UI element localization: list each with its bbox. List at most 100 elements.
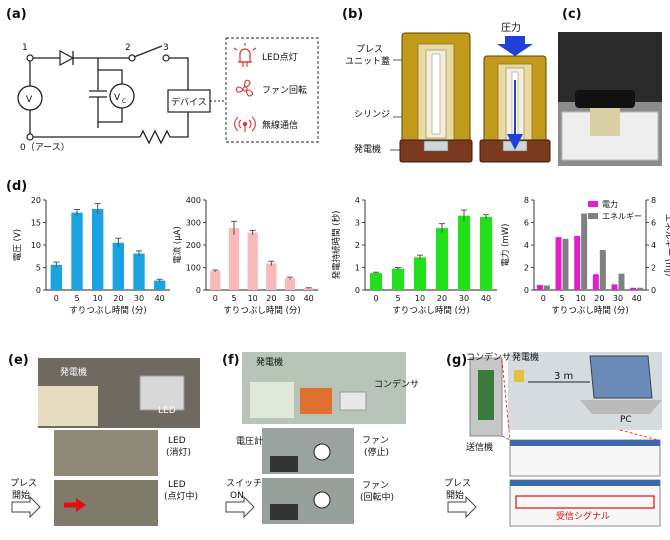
g-pc-label: PC xyxy=(620,415,632,425)
pressure-label: 圧力 xyxy=(501,21,521,34)
panel-label-d: (d) xyxy=(6,179,27,194)
diode-icon xyxy=(59,49,75,67)
terminal-2 xyxy=(128,54,136,62)
y-right-tick-label: 6 xyxy=(651,219,656,228)
bar-1 xyxy=(599,250,606,290)
photo-g-pc-screen xyxy=(589,355,653,399)
bar xyxy=(153,280,166,290)
x-tick-label: 30 xyxy=(285,294,295,303)
node-2-label: 2 xyxy=(125,43,131,53)
y-tick-label: 6 xyxy=(524,219,529,228)
bar-1 xyxy=(637,287,644,290)
y-tick-label: 0 xyxy=(355,286,360,295)
photo-f-capacitor xyxy=(339,391,367,411)
legend-swatch xyxy=(588,213,598,219)
voltmeter-v-label: V xyxy=(26,95,33,105)
f-fan-stop-1: ファン xyxy=(362,436,389,446)
e-led-on-2: (点灯中) xyxy=(164,490,198,502)
photo-g-generator xyxy=(514,370,524,382)
x-axis-label: すりつぶし時間 (分) xyxy=(223,306,300,316)
generator-label: 発電機 xyxy=(354,143,381,155)
y-tick-label: 0 xyxy=(524,286,529,295)
g-press-2: 開始 xyxy=(446,489,464,501)
y-tick-label: 20 xyxy=(31,196,41,205)
g-capacitor-label: コンデンサ xyxy=(466,351,511,363)
y-tick-label: 4 xyxy=(524,241,529,250)
bar-1 xyxy=(543,285,550,290)
f-switch-2: ON xyxy=(230,491,244,501)
x-tick-label: 40 xyxy=(481,294,491,303)
bar xyxy=(71,212,83,290)
photo-c-unit xyxy=(590,108,620,136)
y-axis-label: 電圧 (V) xyxy=(13,229,23,261)
g-start-arrow-icon xyxy=(447,495,477,519)
fan-icon xyxy=(235,79,254,97)
g-press-1: プレス xyxy=(444,478,471,489)
x-tick-label: 30 xyxy=(459,294,469,303)
panel-e: (e) 発電機 LED LED (消灯) LED (点灯中) プレス 開始 xyxy=(8,353,200,526)
legend-label: エネルギー xyxy=(602,212,642,221)
output-fan-label: ファン回転 xyxy=(262,85,307,96)
error-bar xyxy=(461,209,467,222)
panel-label-c: (c) xyxy=(562,7,582,22)
resistor-icon xyxy=(139,129,171,145)
y-tick-label: 0 xyxy=(36,286,41,295)
photo-e-generator xyxy=(38,386,98,426)
g-screen-2 xyxy=(509,479,661,527)
photo-c-shoe xyxy=(575,90,635,108)
f-meter-display-1 xyxy=(270,456,298,472)
error-bar xyxy=(249,229,256,235)
switch-lever xyxy=(133,45,163,58)
error-bar xyxy=(417,254,423,260)
y-tick-label: 3 xyxy=(355,219,360,228)
f-fan-stop-2: (停止) xyxy=(364,446,389,458)
error-bar xyxy=(268,260,275,266)
error-bar xyxy=(373,271,379,275)
error-bar xyxy=(483,214,489,220)
y-axis-label: 電流 (μA) xyxy=(172,226,183,264)
pressure-arrow-icon xyxy=(497,36,533,56)
y-tick-label: 300 xyxy=(186,219,201,228)
y-right-tick-label: 4 xyxy=(651,241,656,250)
photo-f-meter xyxy=(300,388,332,414)
y-tick-label: 1 xyxy=(355,264,360,273)
device-label: デバイス xyxy=(171,96,207,108)
bar-1 xyxy=(562,238,569,290)
chart-voltage: 0 5 10 15 20 0 5 10 20 30 40 すりつぶし時間 (分) 電圧 (V) xyxy=(13,196,170,316)
y-right-tick-label: 8 xyxy=(651,196,656,205)
y-axis-label: 発電持続時間 (秒) xyxy=(331,211,342,280)
y-right-axis-label: エネルギー (mJ) xyxy=(663,214,670,277)
error-bar xyxy=(136,250,142,257)
axis-frame xyxy=(364,200,497,291)
f-meter-display-2 xyxy=(270,504,298,520)
capacitor-icon xyxy=(89,90,107,98)
wire-vc-top xyxy=(98,69,123,84)
f-fan-stopped xyxy=(313,443,331,461)
bar xyxy=(303,288,314,290)
g-zoom-lines xyxy=(501,359,659,441)
bar xyxy=(228,228,240,290)
press-unit-1 xyxy=(399,32,473,163)
panel-b: (b) プレス ユニット蓋 シリンジ 発電機 圧力 xyxy=(342,7,551,163)
bar-0 xyxy=(555,237,562,290)
x-tick-label: 40 xyxy=(155,294,165,303)
f-fan-run-1: ファン xyxy=(362,481,389,491)
x-tick-label: 5 xyxy=(559,294,564,303)
x-tick-label: 20 xyxy=(594,294,604,303)
wire-bottom-right xyxy=(170,112,189,138)
error-bar xyxy=(287,276,293,280)
y-tick-label: 200 xyxy=(186,241,201,250)
g-distance-label: 3 m xyxy=(554,371,573,382)
x-tick-label: 0 xyxy=(213,294,218,303)
x-tick-label: 10 xyxy=(576,294,586,303)
wire-to-device xyxy=(169,57,189,90)
f-switch-1: スイッチ xyxy=(226,478,262,489)
voltmeter-vc-label: V xyxy=(114,93,121,103)
e-press-1: プレス xyxy=(10,478,37,489)
y-tick-label: 2 xyxy=(355,241,360,250)
y-right-tick-label: 0 xyxy=(651,286,656,295)
x-tick-label: 30 xyxy=(134,294,144,303)
e-led-label: LED xyxy=(158,406,176,416)
output-led-label: LED点灯 xyxy=(262,52,298,63)
panel-label-f: (f) xyxy=(222,353,240,368)
